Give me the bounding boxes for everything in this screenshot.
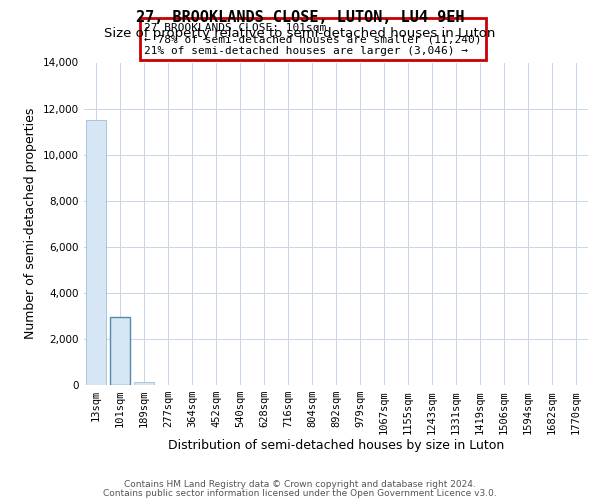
Text: Size of property relative to semi-detached houses in Luton: Size of property relative to semi-detach… [104, 28, 496, 40]
Bar [86, 120, 106, 385]
Text: 27 BROOKLANDS CLOSE: 101sqm
← 78% of semi-detached houses are smaller (11,240)
2: 27 BROOKLANDS CLOSE: 101sqm ← 78% of sem… [145, 23, 482, 56]
Bar [134, 382, 154, 385]
Text: 27, BROOKLANDS CLOSE, LUTON, LU4 9EH: 27, BROOKLANDS CLOSE, LUTON, LU4 9EH [136, 10, 464, 25]
Text: Contains public sector information licensed under the Open Government Licence v3: Contains public sector information licen… [103, 489, 497, 498]
Bar [110, 317, 130, 385]
X-axis label: Distribution of semi-detached houses by size in Luton: Distribution of semi-detached houses by … [168, 439, 504, 452]
Text: Contains HM Land Registry data © Crown copyright and database right 2024.: Contains HM Land Registry data © Crown c… [124, 480, 476, 489]
Y-axis label: Number of semi-detached properties: Number of semi-detached properties [25, 108, 37, 340]
